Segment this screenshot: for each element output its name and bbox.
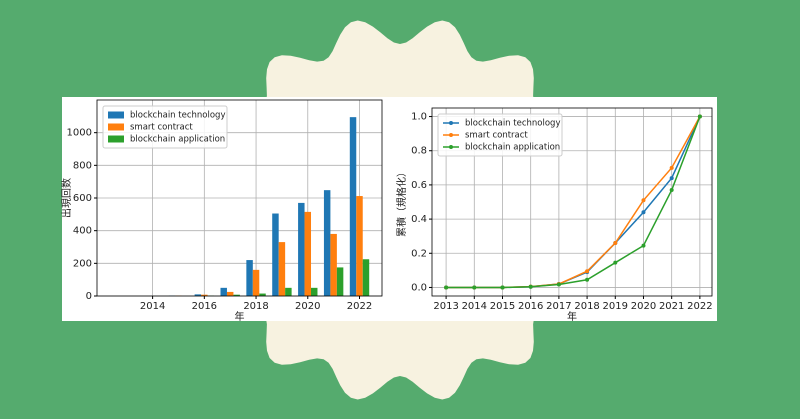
y-tick-label: 200 bbox=[73, 258, 92, 269]
marker bbox=[444, 285, 449, 290]
bar bbox=[233, 294, 240, 296]
bar bbox=[356, 196, 363, 296]
bar bbox=[285, 287, 292, 296]
y-tick-label: 600 bbox=[73, 193, 92, 204]
x-tick-label: 2022 bbox=[687, 301, 712, 312]
y-tick-label: 0.2 bbox=[411, 248, 427, 259]
x-tick-label: 2013 bbox=[433, 301, 458, 312]
bar bbox=[323, 190, 331, 296]
bar bbox=[278, 242, 286, 296]
line bbox=[446, 116, 701, 289]
marker bbox=[585, 269, 590, 274]
marker bbox=[641, 243, 646, 248]
x-tick-label: 2021 bbox=[659, 301, 684, 312]
x-axis-label: 年 bbox=[567, 310, 577, 323]
bar bbox=[194, 294, 202, 296]
x-tick-label: 2018 bbox=[243, 301, 268, 312]
marker bbox=[472, 285, 477, 290]
marker bbox=[528, 284, 533, 289]
legend-swatch bbox=[108, 111, 124, 119]
legend-swatch bbox=[449, 145, 453, 149]
x-tick-label: 2020 bbox=[631, 301, 656, 312]
y-tick-label: 800 bbox=[73, 160, 92, 171]
bar bbox=[272, 213, 279, 296]
legend-label: blockchain application bbox=[130, 135, 225, 145]
marker bbox=[585, 277, 590, 282]
bar bbox=[201, 294, 208, 296]
x-tick-label: 2016 bbox=[192, 301, 217, 312]
bar bbox=[226, 291, 234, 296]
legend-swatch bbox=[449, 133, 453, 137]
marker bbox=[669, 176, 674, 181]
marker bbox=[613, 260, 618, 265]
y-tick-label: 0.0 bbox=[411, 282, 427, 293]
plot-frame bbox=[431, 107, 713, 297]
marker bbox=[641, 210, 646, 215]
bar bbox=[336, 267, 344, 296]
y-tick-label: 0.8 bbox=[411, 146, 427, 157]
x-tick-label: 2017 bbox=[546, 301, 571, 312]
x-axis-label: 年 bbox=[235, 310, 245, 323]
marker bbox=[669, 165, 674, 170]
legend-label: blockchain technology bbox=[465, 119, 560, 129]
marker bbox=[641, 198, 646, 203]
x-tick-label: 2015 bbox=[490, 301, 515, 312]
y-axis-label: 出現回数 bbox=[60, 178, 73, 218]
bar bbox=[304, 211, 312, 296]
bar bbox=[298, 202, 305, 296]
legend-box bbox=[102, 105, 228, 149]
x-tick-label: 2014 bbox=[462, 301, 487, 312]
bar bbox=[252, 269, 260, 296]
legend-swatch bbox=[108, 123, 124, 131]
bar bbox=[330, 233, 337, 296]
x-tick-label: 2016 bbox=[518, 301, 543, 312]
bar bbox=[259, 293, 266, 296]
bar bbox=[246, 260, 253, 296]
y-tick-label: 0.4 bbox=[411, 214, 427, 225]
marker bbox=[500, 285, 505, 290]
legend-label: blockchain application bbox=[465, 143, 560, 153]
x-tick-label: 2014 bbox=[140, 301, 165, 312]
legend-label: smart contract bbox=[465, 131, 528, 141]
bar bbox=[362, 259, 370, 296]
plot-frame bbox=[96, 99, 383, 297]
legend-label: smart contract bbox=[130, 123, 193, 133]
x-tick-label: 2022 bbox=[347, 301, 372, 312]
y-tick-label: 0 bbox=[86, 291, 92, 302]
marker bbox=[669, 188, 674, 193]
marker bbox=[697, 114, 702, 119]
marker bbox=[613, 241, 618, 246]
y-tick-label: 1.0 bbox=[411, 112, 427, 123]
y-tick-label: 0.6 bbox=[411, 180, 427, 191]
bar bbox=[311, 287, 318, 296]
x-tick-label: 2019 bbox=[603, 301, 628, 312]
legend-swatch bbox=[108, 135, 124, 143]
legend-box bbox=[437, 113, 563, 157]
legend-label: blockchain technology bbox=[130, 111, 225, 121]
y-axis-label: 累積（規格化） bbox=[395, 167, 408, 237]
chart: 0 200 400 600 800 1000 2014 2016 2018 2020 2022 年 出現… bbox=[60, 99, 383, 323]
x-tick-label: 2020 bbox=[295, 301, 320, 312]
x-tick-label: 2018 bbox=[574, 301, 599, 312]
bar bbox=[349, 117, 357, 297]
legend-swatch bbox=[449, 121, 453, 125]
y-tick-label: 1000 bbox=[67, 128, 92, 139]
marker bbox=[556, 282, 561, 287]
bar bbox=[220, 287, 227, 296]
y-tick-label: 400 bbox=[73, 226, 92, 237]
